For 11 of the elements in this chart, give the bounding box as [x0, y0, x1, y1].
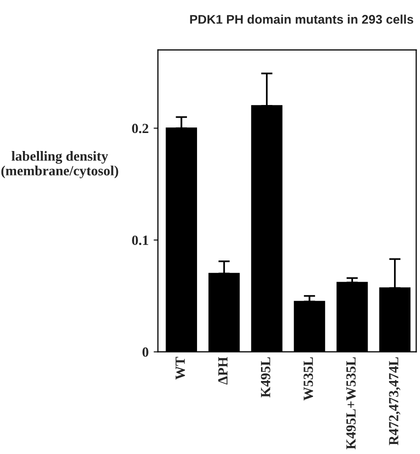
y-tick-label: 0.2: [132, 124, 148, 134]
x-tick-label: WT: [176, 356, 185, 380]
y-tick-label: 0.1: [132, 236, 148, 246]
x-tick-label: K495L: [260, 357, 270, 398]
x-tick-label: ΔPH: [218, 356, 228, 385]
chart-title: PDK1 PH domain mutants in 293 cells: [190, 14, 414, 24]
x-tick-label: R472,473,474L: [389, 357, 400, 446]
y-axis-title: labelling density (membrane/cytosol): [1, 151, 118, 178]
x-tick-label: W535L: [304, 357, 314, 400]
x-tick-label: K495L+W535L: [346, 357, 356, 450]
y-tick-label: 0: [142, 347, 148, 357]
